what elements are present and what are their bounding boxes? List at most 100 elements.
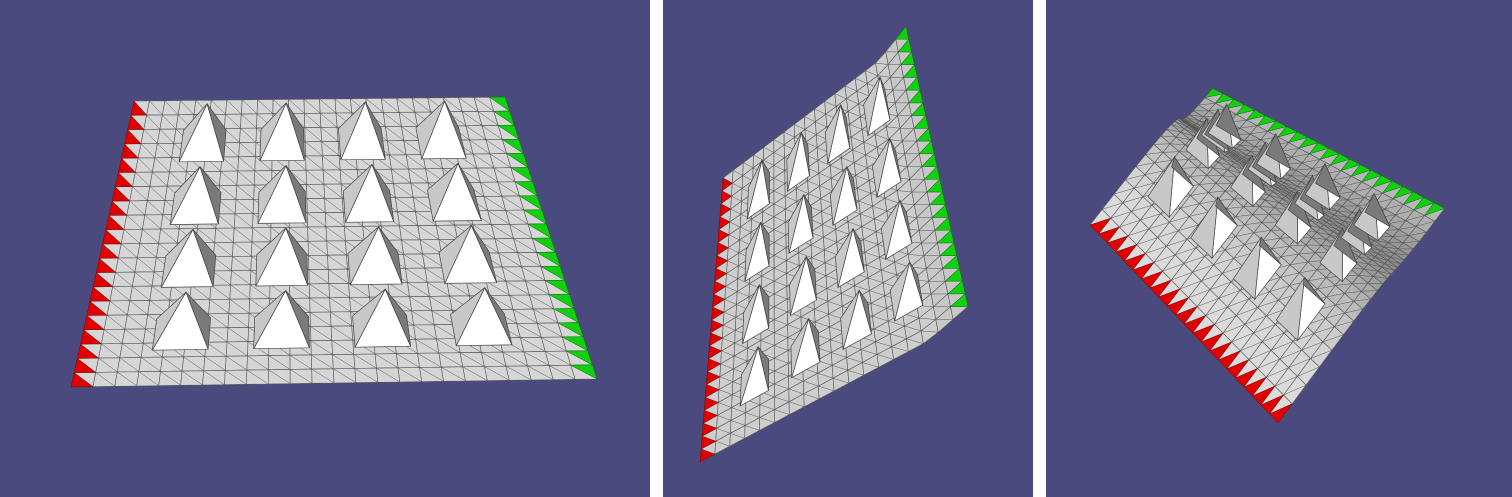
mesh-diagonal bbox=[1236, 148, 1251, 152]
mesh-diagonal bbox=[268, 369, 291, 384]
mesh-diagonal bbox=[132, 286, 150, 301]
mesh-diagonal bbox=[1145, 245, 1167, 254]
mesh-diagonal bbox=[1222, 157, 1235, 164]
loaded-boundary-triangle bbox=[1361, 169, 1382, 183]
flat-sheet-view bbox=[0, 0, 650, 497]
loaded-boundary-triangle bbox=[1298, 137, 1319, 149]
mesh-diagonal bbox=[1337, 191, 1354, 195]
mesh-diagonal bbox=[505, 210, 529, 225]
mesh-diagonal bbox=[473, 97, 494, 112]
loaded-boundary-triangle bbox=[566, 350, 593, 366]
loaded-boundary-triangle bbox=[535, 251, 561, 267]
mesh-diagonal bbox=[104, 329, 123, 344]
fixed-boundary-triangle bbox=[1226, 359, 1250, 379]
mesh-diagonal bbox=[1308, 277, 1327, 282]
mesh-diagonal bbox=[537, 322, 563, 338]
fixed-boundary-triangle bbox=[709, 332, 723, 347]
mesh-diagonal bbox=[238, 156, 255, 172]
loaded-boundary-triangle bbox=[934, 217, 952, 231]
mesh-diagonal bbox=[875, 341, 892, 347]
mesh-diagonal bbox=[491, 224, 514, 239]
mesh-diagonal bbox=[541, 337, 567, 352]
pyramid-face bbox=[1258, 236, 1282, 266]
mesh-diagonal bbox=[183, 356, 204, 371]
mesh-diagonal bbox=[824, 249, 838, 256]
mesh-diagonal bbox=[1199, 200, 1218, 204]
fixed-boundary-triangle bbox=[703, 397, 719, 411]
mesh-diagonal bbox=[732, 183, 743, 189]
mesh-diagonal bbox=[219, 185, 237, 200]
mesh-diagonal bbox=[745, 412, 760, 418]
mesh-diagonal bbox=[1175, 247, 1197, 256]
mesh-diagonal bbox=[1148, 222, 1170, 230]
mesh-diagonal bbox=[841, 293, 856, 299]
pyramid-face bbox=[206, 103, 227, 162]
mesh-diagonal bbox=[1244, 139, 1261, 141]
pyramid-face bbox=[899, 200, 913, 244]
mesh-diagonal bbox=[289, 355, 312, 370]
mesh-diagonal bbox=[849, 124, 863, 130]
fixed-boundary-triangle bbox=[714, 268, 727, 282]
mesh-diagonal bbox=[236, 185, 254, 200]
mesh-diagonal bbox=[239, 142, 256, 157]
pyramid-face bbox=[151, 291, 187, 351]
fixed-boundary-triangle bbox=[700, 435, 717, 450]
mesh-diagonal bbox=[354, 368, 378, 383]
mesh-diagonal bbox=[847, 111, 861, 117]
mesh-diagonal bbox=[857, 188, 871, 194]
mesh-diagonal bbox=[715, 440, 730, 447]
mesh-diagonal bbox=[773, 255, 787, 261]
mesh-diagonal bbox=[1321, 210, 1335, 216]
pyramid-face bbox=[192, 229, 217, 287]
fixed-boundary-triangle bbox=[121, 143, 139, 159]
mesh-diagonal bbox=[796, 188, 809, 194]
fixed-boundary-triangle bbox=[1106, 235, 1129, 253]
mesh-diagonal bbox=[162, 114, 177, 130]
loaded-boundary-triangle bbox=[1403, 191, 1425, 205]
pyramid-face bbox=[1215, 196, 1238, 226]
mesh-diagonal bbox=[396, 97, 416, 113]
mesh-diagonal bbox=[385, 126, 404, 141]
pyramid-face bbox=[365, 101, 386, 160]
loaded-boundary-triangle bbox=[501, 139, 524, 154]
mesh-diagonal bbox=[1214, 315, 1237, 325]
mesh-diagonal bbox=[864, 252, 880, 258]
mesh-diagonal bbox=[817, 372, 834, 379]
mesh-diagonal bbox=[787, 311, 802, 318]
mesh-diagonal bbox=[307, 226, 327, 242]
fixed-boundary-triangle bbox=[1123, 253, 1146, 271]
mesh-diagonal bbox=[861, 349, 878, 355]
mesh-diagonal bbox=[322, 155, 341, 170]
loaded-boundary-triangle bbox=[1277, 126, 1298, 138]
pyramid-face bbox=[757, 346, 770, 391]
mesh-diagonal bbox=[1274, 376, 1298, 387]
loaded-boundary-triangle bbox=[570, 364, 598, 380]
pyramid-face bbox=[863, 76, 881, 136]
loaded-boundary-triangle bbox=[900, 51, 915, 65]
mesh-diagonal bbox=[481, 125, 503, 140]
mesh-diagonal bbox=[307, 241, 328, 256]
mesh-diagonal bbox=[509, 295, 534, 310]
mesh-diagonal bbox=[789, 401, 805, 408]
mesh-diagonal bbox=[409, 296, 433, 311]
mesh-diagonal bbox=[886, 126, 901, 129]
fixed-boundary-triangle bbox=[80, 329, 102, 345]
pyramid-face bbox=[1364, 192, 1391, 228]
mesh-diagonal bbox=[1180, 203, 1200, 209]
mesh-diagonal bbox=[733, 170, 743, 176]
mesh-diagonal bbox=[1262, 332, 1285, 342]
fixed-boundary-triangle bbox=[699, 448, 716, 463]
fixed-boundary-triangle bbox=[713, 280, 727, 295]
fixed-boundary-triangle bbox=[1183, 314, 1207, 334]
mesh-diagonal bbox=[320, 127, 339, 142]
mesh-diagonal bbox=[774, 345, 789, 351]
pyramid-face bbox=[384, 288, 412, 347]
mesh-diagonal bbox=[774, 293, 788, 300]
mesh-diagonal bbox=[869, 290, 885, 296]
mesh-diagonal bbox=[1192, 264, 1214, 273]
mesh-diagonal bbox=[763, 159, 775, 166]
mesh-diagonal bbox=[210, 285, 230, 300]
fixed-boundary-triangle bbox=[89, 286, 111, 302]
mesh-diagonal bbox=[1197, 298, 1219, 307]
loaded-boundary-triangle bbox=[1214, 93, 1235, 104]
